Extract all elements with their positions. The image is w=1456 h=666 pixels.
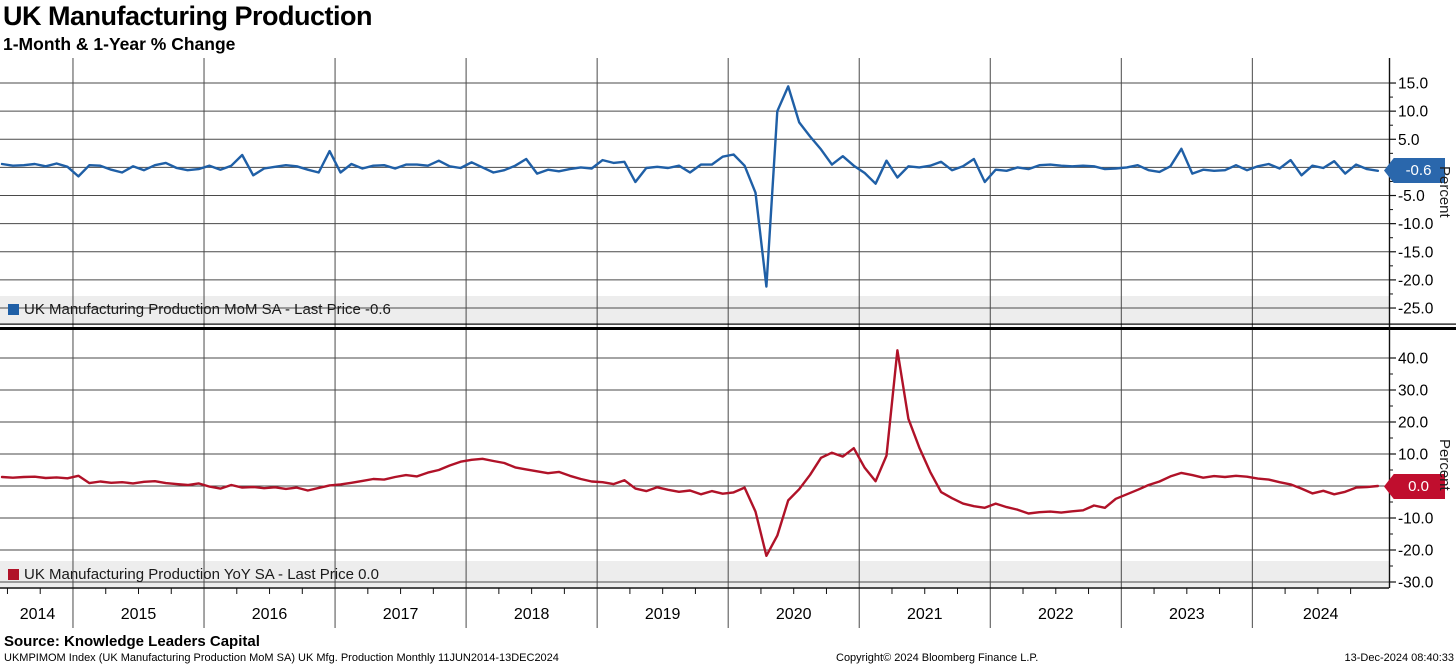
mom-series-line: [0, 85, 1380, 288]
year-label: 2018: [514, 606, 550, 623]
last-price-badge-yoy: 0.0: [1384, 474, 1445, 499]
year-label: 2019: [645, 606, 681, 623]
ytick-label: -5.0: [1398, 188, 1425, 205]
ytick-label: 5.0: [1398, 132, 1420, 149]
ytick-label: -10.0: [1398, 216, 1434, 233]
ytick-label: -15.0: [1398, 244, 1434, 261]
ytick-label: -25.0: [1398, 301, 1434, 318]
yoy-series-line: [0, 349, 1380, 557]
legend-band: [0, 561, 1389, 587]
panel-separator: [0, 327, 1456, 330]
ytick-label: -30.0: [1398, 575, 1434, 592]
year-label: 2016: [252, 606, 288, 623]
year-label: 2020: [776, 606, 812, 623]
legend-band: [0, 296, 1389, 323]
year-label: 2015: [121, 606, 157, 623]
legend-swatch-yoy-icon: [8, 568, 19, 580]
ytick-label: 10.0: [1398, 447, 1429, 464]
copyright-text: Copyright© 2024 Bloomberg Finance L.P.: [836, 652, 1039, 664]
ytick-label: 30.0: [1398, 383, 1429, 400]
year-label: 2024: [1303, 606, 1339, 623]
legend-yoy-label: UK Manufacturing Production YoY SA - Las…: [24, 565, 379, 583]
y-axis-title-top: Percent: [1436, 166, 1453, 218]
ytick-label: -10.0: [1398, 511, 1434, 528]
ytick-label: 15.0: [1398, 76, 1429, 93]
chart-svg: 15.0 10.0 5.0 -5.0 -10.0 -15.0 -20.0 -25.0 40.0 3…: [0, 58, 1456, 628]
year-label: 2017: [383, 606, 419, 623]
ticker-description: UKMPIMOM Index (UK Manufacturing Product…: [4, 652, 559, 664]
year-label: 2014: [20, 606, 56, 623]
ytick-label: 20.0: [1398, 415, 1429, 432]
year-label: 2023: [1169, 606, 1205, 623]
timestamp-text: 13-Dec-2024 08:40:33: [1344, 652, 1454, 664]
page-subtitle: 1-Month & 1-Year % Change: [3, 34, 236, 54]
ytick-label: 40.0: [1398, 351, 1429, 368]
legend-mom-label: UK Manufacturing Production MoM SA - Las…: [24, 301, 391, 318]
panel-separator: [0, 323, 1456, 325]
legend-yoy: UK Manufacturing Production YoY SA - Las…: [0, 561, 1389, 587]
legend-mom: UK Manufacturing Production MoM SA - Las…: [0, 296, 1389, 323]
legend-swatch-mom-icon: [8, 304, 19, 315]
page-title: UK Manufacturing Production: [3, 1, 372, 31]
ytick-label: -20.0: [1398, 543, 1434, 560]
y-axis-title-bottom: Percent: [1436, 439, 1453, 491]
year-label: 2021: [907, 606, 943, 623]
last-price-badge-mom: -0.6: [1384, 158, 1445, 183]
source-line: Source: Knowledge Leaders Capital: [4, 633, 260, 650]
ytick-label: 10.0: [1398, 104, 1429, 121]
year-label: 2022: [1038, 606, 1074, 623]
ytick-label: -20.0: [1398, 272, 1434, 289]
